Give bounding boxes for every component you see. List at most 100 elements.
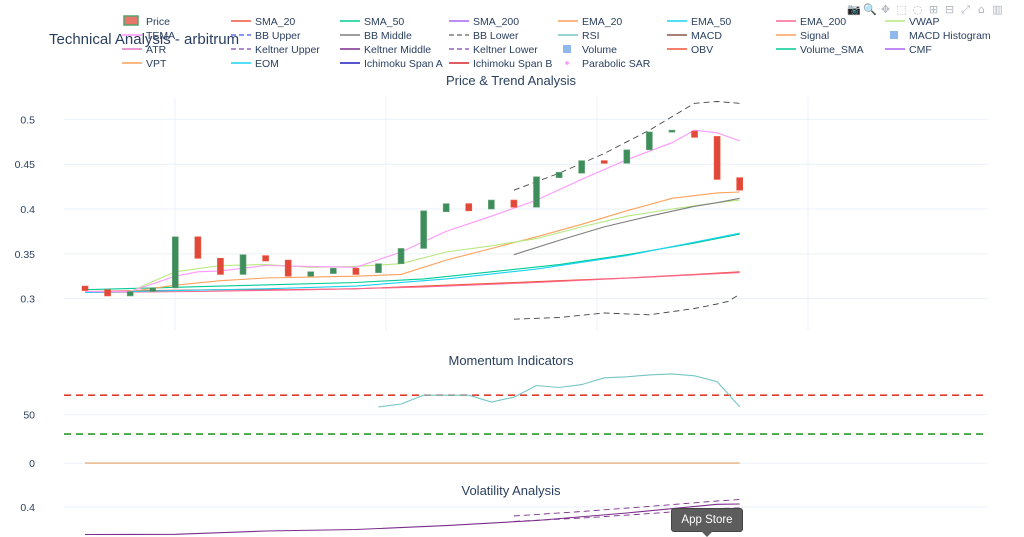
legend-item-ema-200[interactable]: EMA_200 <box>776 16 846 28</box>
candle <box>623 149 631 164</box>
series-line-keltner-middle <box>84 503 740 535</box>
candle <box>330 267 337 274</box>
candle <box>555 171 563 178</box>
series-line-ema-200 <box>84 272 740 293</box>
candle <box>262 255 269 262</box>
legend-label: TEMA <box>146 30 175 42</box>
legend-label: EMA_50 <box>691 16 731 28</box>
series-line-keltner-upper <box>513 499 740 517</box>
legend-item-rsi[interactable]: RSI <box>558 30 600 42</box>
legend-item-bb-middle[interactable]: BB Middle <box>340 30 412 42</box>
legend-item-obv[interactable]: OBV <box>667 44 713 56</box>
candle <box>442 203 450 213</box>
box-select-icon[interactable]: ⬚ <box>896 3 907 16</box>
candle <box>465 203 473 212</box>
legend-label: MACD Histogram <box>909 30 991 42</box>
candle <box>352 267 360 275</box>
candle <box>691 130 698 138</box>
y-tick-label: 0 <box>29 458 35 470</box>
zoom-in-icon[interactable]: ⊞ <box>928 3 939 16</box>
legend-item-parabolic-sar[interactable]: Parabolic SAR <box>565 58 651 70</box>
legend[interactable]: Price SMA_20 SMA_50 SMA_200 EMA_20 EMA_50 EMA_… <box>122 15 991 70</box>
legend-item-vwap[interactable]: VWAP <box>885 16 940 28</box>
titles-layer: Price & Trend Analysis Momentum Indicator… <box>446 73 577 498</box>
candle <box>578 160 585 174</box>
autoscale-icon[interactable]: ⤢ <box>961 3 970 16</box>
legend-item-sma-200[interactable]: SMA_200 <box>449 16 519 28</box>
legend-label: Parabolic SAR <box>582 58 651 70</box>
zoom-icon[interactable]: 🔍 <box>863 3 877 16</box>
legend-label: Ichimoku Span B <box>473 58 552 70</box>
legend-item-atr[interactable]: ATR <box>122 44 167 56</box>
legend-label: SMA_200 <box>473 16 519 28</box>
legend-label: Volume_SMA <box>800 44 864 56</box>
candle <box>397 248 405 264</box>
zoom-out-icon[interactable]: ⊟ <box>944 3 955 16</box>
y-tick-label: 50 <box>23 410 35 422</box>
legend-label: BB Upper <box>255 30 301 42</box>
y-tick-label: 0.35 <box>15 249 36 261</box>
legend-item-macd-histogram[interactable]: MACD Histogram <box>890 30 991 42</box>
legend-item-signal[interactable]: Signal <box>776 30 829 42</box>
candle <box>126 291 134 297</box>
legend-item-ema-50[interactable]: EMA_50 <box>667 16 731 28</box>
camera-icon[interactable]: 📷 <box>847 3 861 16</box>
data-layer <box>64 101 988 535</box>
panel-title: Volatility Analysis <box>462 483 561 498</box>
legend-label: RSI <box>582 30 600 42</box>
candle <box>510 199 518 208</box>
legend-item-cmf[interactable]: CMF <box>885 44 932 56</box>
pan-icon[interactable]: ✥ <box>880 3 891 16</box>
lasso-select-icon[interactable]: ◌ <box>912 3 923 16</box>
candle <box>149 287 157 292</box>
legend-label: EMA_20 <box>582 16 622 28</box>
legend-label: EOM <box>255 58 279 70</box>
legend-item-eom[interactable]: EOM <box>231 58 279 70</box>
series-line-ema-20 <box>85 191 740 293</box>
y-tick-label: 0.5 <box>20 114 35 126</box>
legend-item-volume[interactable]: Volume <box>563 44 617 56</box>
legend-label: Keltner Upper <box>255 44 320 56</box>
legend-item-sma-20[interactable]: SMA_20 <box>231 16 295 28</box>
legend-label: Keltner Lower <box>473 44 538 56</box>
series-line-vwap <box>85 199 740 293</box>
legend-label: BB Lower <box>473 30 519 42</box>
legend-item-ichimoku-span-b[interactable]: Ichimoku Span B <box>449 58 552 70</box>
legend-label: Volume <box>582 44 617 56</box>
legend-swatch-icon <box>890 31 898 39</box>
legend-item-bb-lower[interactable]: BB Lower <box>449 30 519 42</box>
legend-item-ema-20[interactable]: EMA_20 <box>558 16 622 28</box>
candle <box>172 236 179 289</box>
legend-label: Signal <box>800 30 829 42</box>
candle <box>668 129 676 133</box>
reset-axes-icon[interactable]: ⌂ <box>978 3 985 16</box>
candle <box>713 136 721 180</box>
legend-label: BB Middle <box>364 30 412 42</box>
legend-item-ichimoku-span-a[interactable]: Ichimoku Span A <box>340 58 443 70</box>
legend-label: OBV <box>691 44 713 56</box>
panel-title: Price & Trend Analysis <box>446 73 577 88</box>
plotly-logo-icon[interactable]: ▥ <box>992 3 1003 16</box>
modebar[interactable]: 📷 🔍 ✥ ⬚ ◌ ⊞ ⊟ ⤢ ⌂ ▥ <box>847 3 1004 16</box>
legend-label: ATR <box>146 44 167 56</box>
y-tick-label: 0.3 <box>20 294 35 306</box>
legend-item-price[interactable]: Price <box>123 15 170 28</box>
candle <box>375 263 382 273</box>
legend-item-vpt[interactable]: VPT <box>122 58 167 70</box>
legend-item-bb-upper[interactable]: BB Upper <box>231 30 301 42</box>
legend-item-keltner-middle[interactable]: Keltner Middle <box>340 44 431 56</box>
legend-item-keltner-lower[interactable]: Keltner Lower <box>449 44 538 56</box>
legend-swatch-icon <box>123 15 139 26</box>
legend-item-sma-50[interactable]: SMA_50 <box>340 16 404 28</box>
candle <box>81 285 89 291</box>
legend-item-keltner-upper[interactable]: Keltner Upper <box>231 44 320 56</box>
candle <box>284 259 292 277</box>
y-tick-label: 0.4 <box>20 502 35 514</box>
legend-item-tema[interactable]: TEMA <box>122 30 175 42</box>
page-title: Technical Analysis - arbitrum <box>49 31 240 48</box>
legend-item-volume-sma[interactable]: Volume_SMA <box>776 44 864 56</box>
series-line-ema-50 <box>84 232 740 293</box>
legend-item-macd[interactable]: MACD <box>667 30 722 42</box>
legend-label: Keltner Middle <box>364 44 431 56</box>
